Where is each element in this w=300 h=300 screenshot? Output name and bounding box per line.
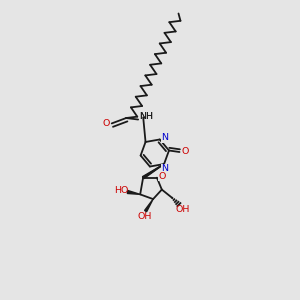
Text: OH: OH [138,212,152,221]
Text: N: N [161,134,168,142]
Polygon shape [127,190,140,194]
Text: O: O [181,148,189,157]
Text: N: N [161,164,168,173]
Polygon shape [142,164,164,179]
Text: O: O [103,119,110,128]
Text: O: O [159,172,166,181]
Text: OH: OH [175,205,190,214]
Polygon shape [145,199,153,212]
Text: NH: NH [139,112,153,121]
Text: NH: NH [139,112,153,121]
Text: HO: HO [114,186,128,195]
